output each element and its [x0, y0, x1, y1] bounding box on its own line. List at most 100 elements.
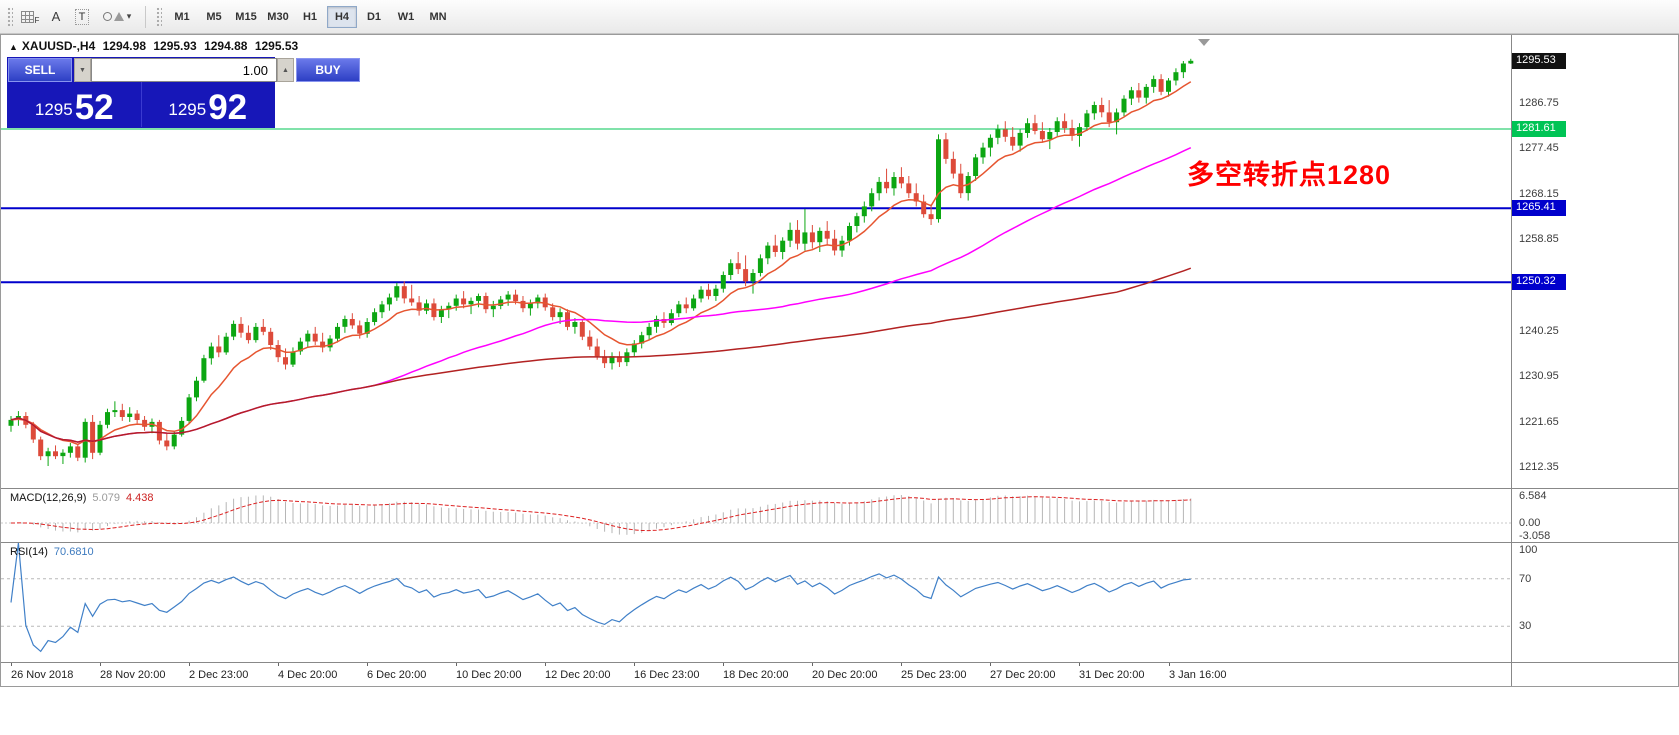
candlestick-chart[interactable]	[1, 35, 1511, 488]
price-tick: 1286.75	[1519, 97, 1559, 109]
time-tick	[901, 663, 902, 666]
level-price-badge[interactable]: 1265.41	[1512, 200, 1566, 216]
macd-histogram	[17, 495, 1192, 535]
time-label: 18 Dec 20:00	[723, 669, 789, 681]
ohlc-high: 1295.93	[153, 39, 197, 53]
toolbar-grip-2[interactable]	[156, 6, 162, 27]
sell-button[interactable]: SELL	[8, 58, 72, 82]
ohlc-close: 1295.53	[254, 39, 299, 53]
annotation-text[interactable]: 多空转折点1280	[1187, 160, 1392, 190]
timeframe-m1-button[interactable]: M1	[167, 6, 197, 28]
ma-line	[10, 267, 1192, 443]
buy-button[interactable]: BUY	[296, 58, 360, 82]
timeframe-m15-button[interactable]: M15	[231, 6, 261, 28]
rsi-axis: 100 70 30	[1512, 542, 1678, 662]
ohlc-open: 1294.98	[102, 39, 146, 53]
rsi-chart[interactable]	[1, 543, 1511, 662]
timeframe-m30-button[interactable]: M30	[263, 6, 293, 28]
volume-decrease-button[interactable]: ▼	[74, 58, 91, 82]
caret-down-icon: ▼	[79, 66, 86, 74]
rsi-tick: 70	[1519, 573, 1532, 585]
macd-panel: MACD(12,26,9) 5.079 4.438	[1, 488, 1511, 542]
text-a-tool-button[interactable]: A	[43, 5, 69, 29]
main-chart-panel: ▲ XAUUSD-,H4 1294.98 1295.93 1294.88 1295…	[1, 35, 1511, 488]
macd-chart[interactable]	[1, 489, 1511, 542]
time-label: 27 Dec 20:00	[990, 669, 1056, 681]
ellipse-icon	[102, 12, 112, 21]
current-price-badge: 1295.53	[1512, 53, 1566, 69]
time-tick	[11, 663, 12, 666]
price-tick: 1212.35	[1519, 461, 1559, 473]
price-axis[interactable]: 1286.75 1277.45 1268.15 1258.85 1240.25 1230.…	[1512, 35, 1678, 488]
time-tick	[189, 663, 190, 666]
price-tick: 1277.45	[1519, 142, 1559, 154]
time-label: 3 Jan 16:00	[1169, 669, 1227, 681]
boxed-t-icon: T	[74, 8, 90, 25]
volume-control: ▼ ▲	[74, 58, 294, 82]
symbol-name: XAUUSD-,H4	[21, 39, 96, 53]
chart-window: ▲ XAUUSD-,H4 1294.98 1295.93 1294.88 1295…	[0, 34, 1679, 687]
rsi-title: RSI(14)	[10, 546, 48, 558]
timeframe-h4-button[interactable]: H4	[327, 5, 357, 28]
bid-main: 1295	[34, 100, 73, 119]
timeframe-m5-button[interactable]: M5	[199, 6, 229, 28]
time-label: 10 Dec 20:00	[456, 669, 522, 681]
text-label-tool-button[interactable]: T	[69, 5, 95, 29]
bid-big-digits: 52	[74, 87, 114, 127]
time-tick	[723, 663, 724, 666]
ask-main: 1295	[168, 100, 207, 119]
horizontal-lines	[1, 128, 1511, 284]
time-axis[interactable]: 26 Nov 2018 28 Nov 20:00 2 Dec 23:00 4 Dec …	[1, 662, 1511, 686]
rsi-panel: RSI(14) 70.6810	[1, 542, 1511, 662]
rsi-tick: 30	[1519, 620, 1532, 632]
price-tick: 1230.95	[1519, 370, 1559, 382]
rsi-value: 70.6810	[53, 546, 94, 558]
axis-corner	[1512, 662, 1678, 686]
time-label: 4 Dec 20:00	[278, 669, 338, 681]
ask-price[interactable]: 1295 92	[140, 82, 275, 127]
timeframe-h1-button[interactable]: H1	[295, 6, 325, 28]
triangle-icon	[113, 12, 124, 21]
time-label: 2 Dec 23:00	[189, 669, 249, 681]
time-tick	[456, 663, 457, 666]
volume-increase-button[interactable]: ▲	[277, 58, 294, 82]
timeframe-d1-button[interactable]: D1	[359, 6, 389, 28]
dropdown-caret-icon: ▾	[126, 11, 132, 21]
price-axis-column: 1286.75 1277.45 1268.15 1258.85 1240.25 1230.…	[1511, 35, 1678, 686]
ask-big-digits: 92	[208, 87, 248, 127]
time-tick	[1079, 663, 1080, 666]
rsi-header: RSI(14) 70.6810	[10, 546, 94, 558]
toolbar: F A T ▾ M1 M5 M15 M30 H1 H4 D1 W1 MN	[0, 0, 1679, 34]
time-tick	[990, 663, 991, 666]
time-label: 6 Dec 20:00	[367, 669, 427, 681]
price-tick: 1221.65	[1519, 416, 1559, 428]
macd-tick: 6.584	[1519, 490, 1547, 502]
macd-tick: 0.00	[1519, 517, 1541, 529]
time-label: 31 Dec 20:00	[1079, 669, 1145, 681]
price-tick: 1240.25	[1519, 325, 1559, 337]
rsi-line	[10, 543, 1191, 653]
timeframe-mn-button[interactable]: MN	[423, 6, 453, 28]
level-price-badge[interactable]: 1281.61	[1512, 121, 1566, 137]
grid-sub-label: F	[34, 16, 40, 25]
volume-input[interactable]	[91, 58, 277, 82]
price-tick: 1258.85	[1519, 233, 1559, 245]
time-tick	[634, 663, 635, 666]
toolbar-grip[interactable]	[7, 6, 13, 27]
grid-tool-button[interactable]: F	[17, 5, 43, 29]
time-label: 25 Dec 23:00	[901, 669, 967, 681]
time-tick	[1169, 663, 1170, 666]
macd-header: MACD(12,26,9) 5.079 4.438	[10, 492, 153, 504]
shapes-tool-button[interactable]: ▾	[95, 5, 139, 29]
price-tick: 1268.15	[1519, 188, 1559, 200]
timeframe-w1-button[interactable]: W1	[391, 6, 421, 28]
time-label: 20 Dec 20:00	[812, 669, 878, 681]
time-label: 28 Nov 20:00	[100, 669, 166, 681]
scroll-marker-icon[interactable]	[1198, 39, 1210, 46]
level-price-badge[interactable]: 1250.32	[1512, 274, 1566, 290]
ma-line	[10, 81, 1192, 446]
bid-price[interactable]: 1295 52	[8, 82, 141, 127]
time-tick	[367, 663, 368, 666]
timeframe-group: M1 M5 M15 M30 H1 H4 D1 W1 MN	[166, 5, 454, 28]
